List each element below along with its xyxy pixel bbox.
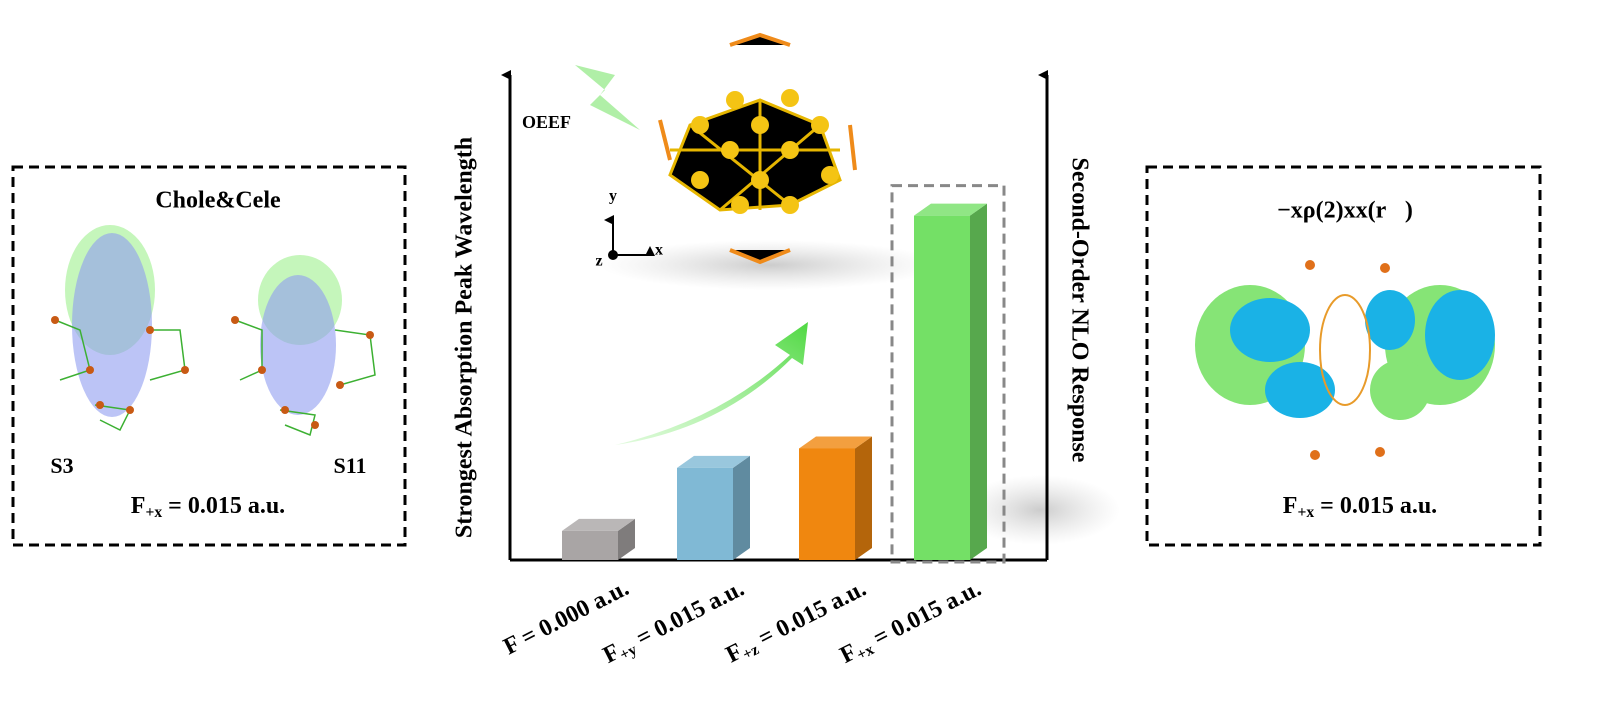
bar-side (618, 518, 635, 560)
lightning-icon (575, 65, 640, 130)
panel-caption: F+x = 0.015 a.u. (1283, 493, 1437, 521)
annotation: OEEF (522, 112, 571, 132)
axis-triad (604, 215, 655, 260)
panel-caption: F+x = 0.015 a.u. (131, 493, 285, 521)
y-axis-label: Strongest Absorption Peak Wavelength (452, 137, 478, 538)
panel-title: −xρ(2)xx(r⃗) (1277, 198, 1413, 224)
cluster-illustration (658, 32, 857, 265)
panel-frame (1145, 165, 1542, 547)
bar (677, 467, 733, 560)
bar-top (799, 436, 872, 449)
y2-axis-label: Second-Order NLO Response (1066, 158, 1092, 463)
highlight-box (890, 184, 1006, 564)
bar-top (677, 455, 750, 468)
structure-label: S3 (50, 453, 73, 478)
trend-arrow (615, 322, 808, 445)
bar (914, 215, 970, 560)
bar (562, 530, 618, 560)
structure-label: S11 (333, 453, 366, 478)
panel-frame (11, 165, 407, 547)
bar-top (914, 203, 987, 216)
axis-label: z (595, 253, 602, 270)
bar-side (970, 203, 987, 560)
density-illustration (1195, 260, 1495, 460)
bar (799, 448, 855, 560)
shadow (600, 240, 940, 290)
bar-top (562, 518, 635, 531)
shadow (960, 475, 1120, 545)
bar-side (855, 436, 872, 560)
panel-title: Chole&Cele (155, 188, 281, 214)
axis-label: x (655, 242, 663, 259)
bar-side (733, 455, 750, 560)
molecule-illustration (51, 225, 376, 437)
axis-label: y (609, 188, 617, 205)
